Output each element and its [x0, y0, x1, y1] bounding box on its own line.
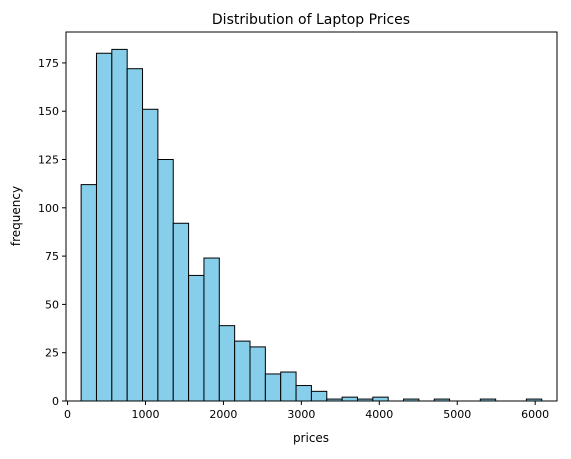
- x-tick-label: 5000: [443, 408, 471, 421]
- y-tick-label: 0: [52, 395, 59, 408]
- plot-frame: [65, 31, 558, 402]
- histogram-bar: [295, 385, 312, 402]
- x-tick-label: 0: [64, 408, 71, 421]
- y-tick-label: 25: [45, 347, 59, 360]
- histogram-bar: [264, 373, 282, 402]
- x-axis-label: prices: [293, 431, 329, 445]
- y-tick-label: 75: [45, 250, 59, 263]
- x-tick-label: 6000: [521, 408, 549, 421]
- chart-title: Distribution of Laptop Prices: [212, 12, 410, 28]
- histogram-bar: [142, 108, 159, 402]
- y-tick-label: 150: [38, 105, 59, 118]
- x-tick-label: 1000: [131, 408, 159, 421]
- y-axis-ticks: 0 25 50 75 100 125 150 175: [38, 57, 66, 408]
- histogram-bar: [280, 371, 297, 402]
- histogram-bar: [372, 396, 389, 402]
- histogram-bar: [310, 390, 328, 402]
- histogram-bar: [95, 52, 113, 402]
- x-axis-ticks: 0 1000 2000 3000 4000 5000 6000: [64, 401, 549, 421]
- histogram-bar: [203, 257, 220, 402]
- y-axis-label: frequency: [9, 186, 23, 246]
- histogram-bar: [80, 184, 97, 402]
- x-tick-label: 3000: [287, 408, 315, 421]
- bars-group: [80, 48, 543, 402]
- histogram-bar: [234, 340, 251, 402]
- histogram-bar: [218, 325, 236, 402]
- histogram-bar: [172, 222, 190, 402]
- histogram-bar: [111, 48, 128, 402]
- x-tick-label: 4000: [365, 408, 393, 421]
- y-tick-label: 175: [38, 57, 59, 70]
- histogram-bar: [341, 396, 358, 402]
- histogram-bar: [157, 159, 174, 402]
- y-tick-label: 50: [45, 298, 59, 311]
- y-tick-label: 125: [38, 154, 59, 167]
- histogram-bar: [126, 68, 144, 402]
- x-tick-label: 2000: [209, 408, 237, 421]
- y-tick-label: 100: [38, 202, 59, 215]
- histogram-bar: [249, 346, 266, 402]
- histogram-bar: [188, 274, 205, 402]
